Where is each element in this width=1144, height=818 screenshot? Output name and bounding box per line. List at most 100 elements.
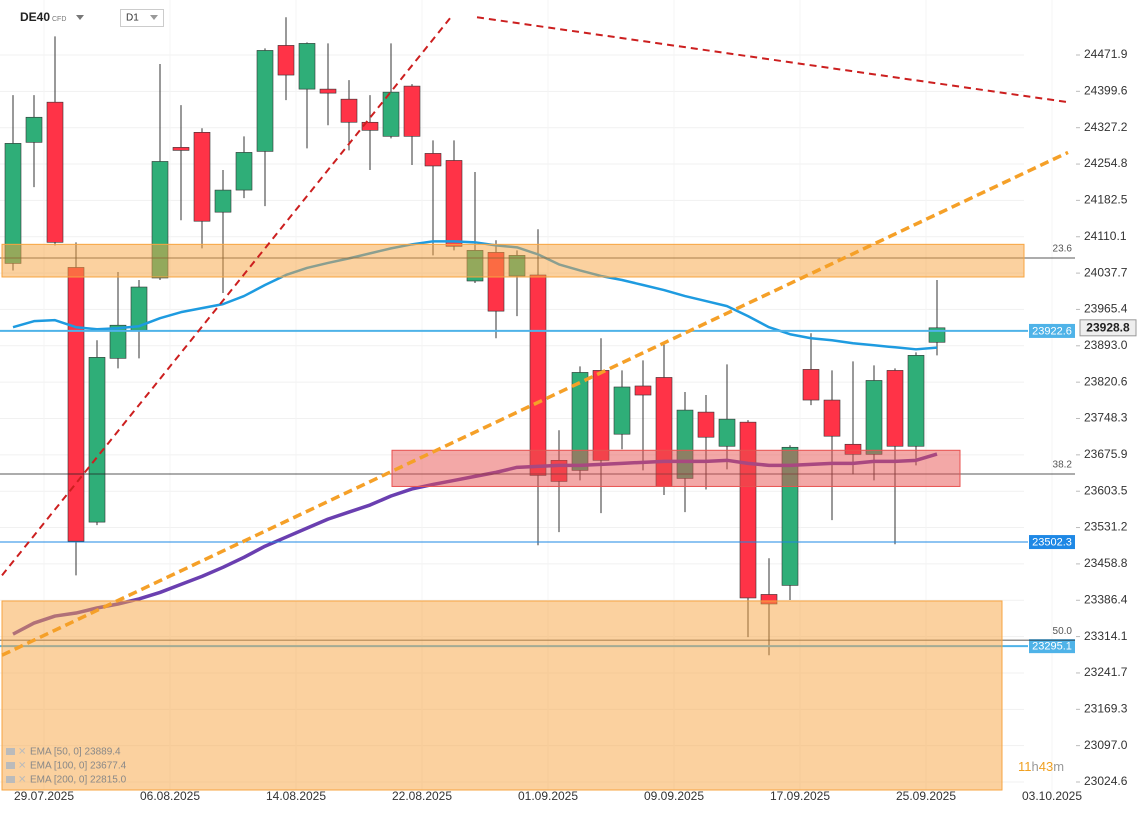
candle-body-up [907,355,925,447]
current-price-box [1079,319,1137,337]
level-tag [1029,323,1075,338]
dropdown-arrow[interactable] [76,15,84,20]
header: DE40 CFD D1 [20,9,164,27]
candle-body-down [340,98,358,123]
legend-close: ✕ [18,747,26,758]
y-tick-label: 23820.6 [1084,374,1128,388]
zone [391,449,961,487]
candle-body-down [403,85,421,137]
candle-body-down [739,421,757,599]
y-tick-label: 23169.3 [1084,701,1128,715]
y-tick-label: 24182.5 [1084,193,1128,207]
zone [1,243,1025,278]
y-tick-label: 23024.6 [1084,774,1128,788]
candle-body-down [277,45,295,76]
overlays: 23922.6 23502.3 23295.1 23.6 38.2 50.0 23928.8 [0,16,1137,791]
y-tick-label: 23386.4 [1084,592,1128,606]
countdown-part: 43 [1039,759,1053,774]
candle-body-down [319,88,337,94]
legend-entry: EMA [50, 0] 23889.4 [30,747,121,758]
level-tag-label: 23922.6 [1032,325,1072,337]
x-tick-label: 25.09.2025 [896,789,956,803]
y-tick-label: 23965.4 [1084,302,1128,316]
trendline [1,150,1069,657]
axis: 24471.9 24399.6 24327.2 24254.8 24182.5 24110… [14,47,1128,803]
candle-body-down [67,267,85,542]
legend-icon [6,748,15,755]
candle-body-down [361,121,379,131]
candle-body-up [235,152,253,191]
timeframe: D1 [126,13,139,24]
legend-entry: EMA [200, 0] 22815.0 [30,775,127,786]
y-tick-label: 23748.3 [1084,411,1128,425]
legend-entry: EMA [100, 0] 23677.4 [30,761,127,772]
x-tick-label: 03.10.2025 [1022,789,1082,803]
countdown-part: 11 [1018,759,1032,774]
y-tick-label: 23097.0 [1084,738,1128,752]
fib-label: 23.6 [1053,244,1073,255]
candle-body-down [424,153,442,167]
legend-close: ✕ [18,775,26,786]
legend-icon [6,762,15,769]
candle-body-up [214,189,232,213]
trendline [476,16,1069,104]
level-tag-label: 23295.1 [1032,641,1072,653]
candle-body-up [613,386,631,435]
candle-body-down [592,370,610,461]
candle-body-up [256,50,274,152]
countdown: 11h43m [1018,759,1064,774]
legend: ✕ EMA [50, 0] 23889.4 ✕ EMA [100, 0] 23677.… [6,747,127,786]
y-tick-label: 23241.7 [1084,665,1128,679]
y-tick-label: 24254.8 [1084,156,1128,170]
x-tick-label: 14.08.2025 [266,789,326,803]
candle-body-up [109,324,127,359]
y-tick-label: 23314.1 [1084,629,1128,643]
y-tick-label: 23893.0 [1084,338,1128,352]
y-tick-label: 24110.1 [1084,229,1127,243]
current-price: 23928.8 [1086,320,1130,334]
candle-body-up [718,418,736,447]
instrument: CFD [52,16,66,23]
candle-body-down [193,132,211,222]
candle-body-up [382,91,400,137]
candle-body-down [46,101,64,243]
fib-label: 38.2 [1053,460,1073,471]
y-tick-label: 23675.9 [1084,447,1128,461]
candle-body-up [865,380,883,455]
candle-body-down [823,399,841,437]
y-tick-label: 23603.5 [1084,483,1128,497]
level-tag [1029,535,1075,550]
x-tick-label: 22.08.2025 [392,789,452,803]
y-tick-label: 24037.7 [1084,265,1128,279]
y-tick-label: 24471.9 [1084,47,1128,61]
countdown-part: h [1032,759,1039,774]
countdown-part: m [1053,759,1064,774]
legend-icon [6,776,15,783]
candle-body-down [172,147,190,151]
candle-body-up [25,116,43,143]
x-tick-label: 17.09.2025 [770,789,830,803]
candle-body-down [634,385,652,396]
y-tick-label: 23531.2 [1084,520,1128,534]
candle-body-down [445,160,463,247]
candle-body-down [529,274,547,476]
candle-body-down [697,411,715,438]
x-tick-label: 29.07.2025 [14,789,74,803]
zone [1,600,1003,791]
y-tick-label: 24327.2 [1084,120,1128,134]
x-tick-label: 06.08.2025 [140,789,200,803]
x-tick-label: 09.09.2025 [644,789,704,803]
x-tick-label: 01.09.2025 [518,789,578,803]
candle-body-up [298,43,316,90]
candle-body-down [886,370,904,447]
fib-label: 50.0 [1053,626,1073,637]
legend-close: ✕ [18,761,26,772]
level-tag-label: 23502.3 [1032,536,1072,548]
candle-body-up [88,357,106,523]
y-tick-label: 23458.8 [1084,556,1128,570]
candle-body-down [802,369,820,401]
timeframe-box[interactable] [120,9,164,27]
symbol: DE40 [20,10,50,24]
